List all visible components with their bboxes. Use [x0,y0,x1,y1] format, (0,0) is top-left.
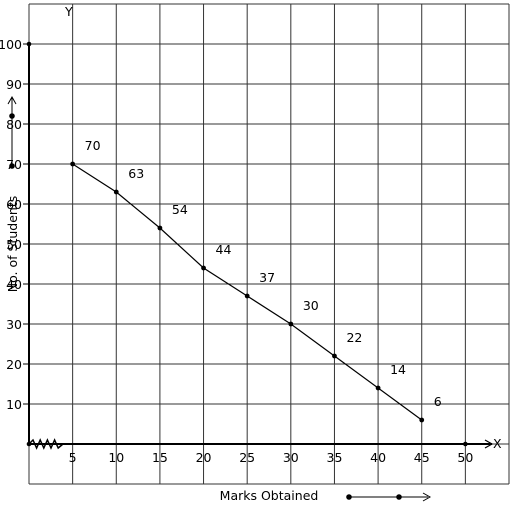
x-tick-label: 45 [414,450,430,465]
data-point [244,293,250,299]
data-point [375,385,381,391]
x-direction-arrow [346,492,432,502]
x-tick-label: 20 [196,450,212,465]
data-point [157,225,163,231]
data-label: 6 [434,394,442,409]
data-label: 14 [390,362,406,377]
y-tick-label: 90 [6,77,22,92]
data-label: 30 [303,298,319,313]
data-label: 44 [216,242,232,257]
data-point [419,417,425,423]
x-tick-label: 35 [327,450,343,465]
x-axis-end-point [463,441,468,447]
data-label: 63 [128,166,144,181]
y-tick-label: 100 [0,37,22,52]
y-tick-label: 20 [6,357,22,372]
x-tick-label: 30 [283,450,299,465]
data-series: 70 63 54 44 37 30 22 14 6 [70,138,442,423]
data-point [113,189,119,195]
data-point [332,353,337,359]
x-tick-label: 15 [152,450,168,465]
x-axis-letter: X [493,436,502,451]
x-axis-break-symbol [28,438,64,450]
x-tick-label: 10 [108,450,124,465]
y-tick-label: 50 [6,237,22,252]
x-tick-label: 25 [239,450,255,465]
data-label: 22 [346,330,362,345]
data-point [288,321,294,327]
x-tick-label: 50 [457,450,473,465]
y-tick-label: 10 [6,397,22,412]
x-tick-label: 5 [69,450,77,465]
data-point [201,265,206,271]
y-axis-title: No. of Students [5,196,20,292]
y-direction-arrow [7,95,17,169]
data-label: 70 [85,138,101,153]
data-label: 54 [172,202,188,217]
tick-labels: 5 10 15 20 25 30 35 40 45 50 10 20 30 40 50 60 70 80 90 100 [0,37,473,465]
y-tick-label: 60 [6,197,22,212]
y-tick-label: 30 [6,317,22,332]
data-point [70,161,76,167]
y-tick-label: 80 [6,117,22,132]
grid [28,3,510,485]
x-axis-arrowhead [484,439,494,449]
y-axis-letter: Y [64,4,73,19]
y-tick-label: 40 [6,277,22,292]
x-axis-title: Marks Obtained [220,488,319,503]
data-label: 37 [259,270,275,285]
x-tick-label: 40 [370,450,386,465]
